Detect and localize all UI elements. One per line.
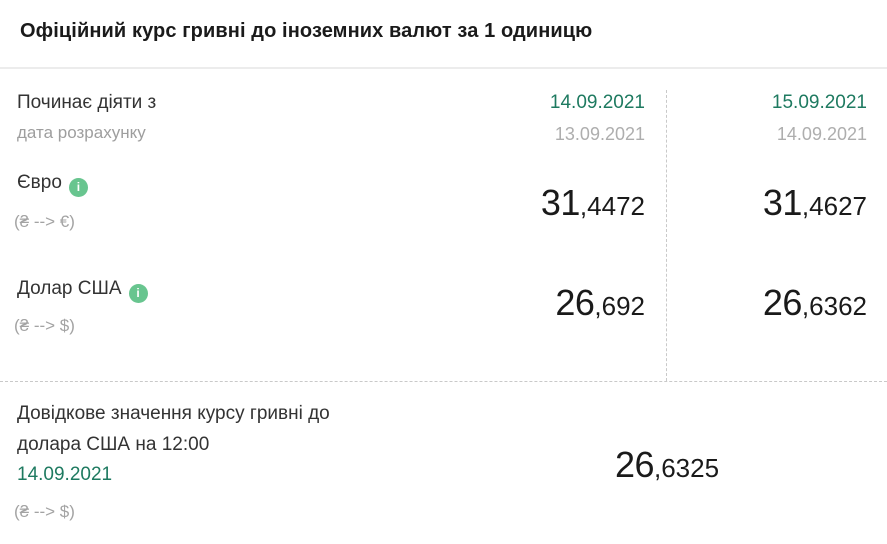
rate-frac: ,6325 [653,453,720,483]
currency-label-euro: Євро [17,172,62,193]
rate-frac: ,692 [594,291,645,321]
column-divider [666,90,667,381]
currency-label-usd: Долар США [17,278,122,299]
reference-date: 14.09.2021 [17,464,113,485]
rate-value-usd-col1: 26,692 [385,285,645,321]
column1-effective-date: 14.09.2021 [549,92,645,113]
rate-value-usd-col2: 26,6362 [607,285,867,321]
info-icon[interactable]: i [68,178,88,197]
currency-row-euro: Євро i [17,172,88,197]
title-divider [0,67,887,69]
currency-pair-euro: (₴ --> €) [14,212,75,231]
rate-int: 26 [762,282,803,323]
column1-calculation-date: 13.09.2021 [554,124,645,144]
reference-rate-value: 26,6325 [517,447,817,483]
rate-frac: ,6362 [801,291,867,321]
calculation-date-subheader: дата розрахунку [17,123,146,142]
page-title: Офіційний курс гривні до іноземних валют… [20,20,593,42]
info-icon[interactable]: i [128,284,148,303]
rate-frac: ,4627 [801,191,867,221]
currency-pair-usd: (₴ --> $) [14,316,75,335]
section-divider [0,381,887,382]
reference-pair: (₴ --> $) [14,502,75,521]
rate-value-euro-col1: 31,4472 [385,185,645,221]
rate-int: 26 [614,444,655,485]
currency-row-usd: Долар США i [17,278,148,303]
reference-text-line2: долара США на 12:00 [17,434,210,455]
rate-int: 31 [540,182,581,223]
rate-frac: ,4472 [579,191,645,221]
rate-int: 31 [762,182,803,223]
column2-calculation-date: 14.09.2021 [776,124,867,144]
column2-effective-date: 15.09.2021 [771,92,867,113]
effective-date-header: Починає діяти з [17,92,157,113]
reference-text-line1: Довідкове значення курсу гривні до [17,403,330,424]
rate-value-euro-col2: 31,4627 [607,185,867,221]
rate-int: 26 [555,282,595,323]
